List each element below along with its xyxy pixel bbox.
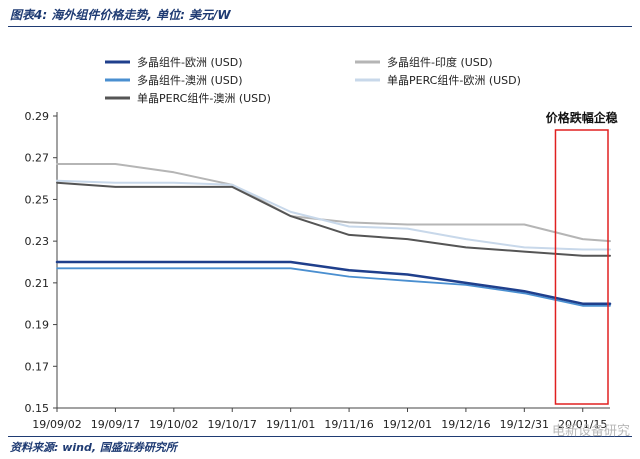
axes: 0.15 0.17 0.19 0.21 0.23 0.25 0.27 0.29 19/09/02…	[25, 110, 610, 431]
series-line-5	[56, 181, 611, 257]
y-tick-label: 0.15	[25, 402, 50, 415]
annotation: 价格跌幅企稳	[546, 110, 618, 405]
series-line-3	[56, 267, 611, 307]
source-divider	[8, 436, 632, 437]
x-tick-label: 19/09/02	[32, 418, 81, 431]
y-tick-label: 0.25	[25, 193, 50, 206]
y-tick-label: 0.27	[25, 152, 50, 165]
series-line-2	[56, 163, 611, 243]
legend-label: 多晶组件-欧洲 (USD)	[137, 55, 243, 69]
x-tick-label: 19/10/17	[208, 418, 257, 431]
series-line-1	[55, 260, 612, 305]
series-lines	[55, 163, 612, 307]
y-tick-label: 0.17	[25, 360, 50, 373]
legend-label: 单晶PERC组件-澳洲 (USD)	[137, 91, 271, 105]
x-tick-label: 19/12/01	[383, 418, 432, 431]
x-tick-label: 19/09/17	[91, 418, 140, 431]
x-tick-label: 19/12/16	[441, 418, 490, 431]
source-note: 资料来源: wind, 国盛证券研究所	[10, 441, 177, 454]
annotation-box	[554, 129, 609, 405]
x-tick-label: 19/11/01	[266, 418, 315, 431]
chart-title: 图表4: 海外组件价格走势, 单位: 美元/W	[10, 8, 231, 22]
series-line-4	[56, 179, 611, 251]
y-tick-label: 0.23	[25, 235, 50, 248]
annotation-label: 价格跌幅企稳	[546, 110, 618, 125]
y-tick-label: 0.29	[25, 110, 50, 123]
y-tick-label: 0.19	[25, 319, 50, 332]
x-tick-label: 19/11/16	[324, 418, 373, 431]
x-tick-label: 19/10/02	[149, 418, 198, 431]
watermark: 电新设备研究	[551, 424, 630, 439]
legend-label: 多晶组件-澳洲 (USD)	[137, 73, 243, 87]
legend: 多晶组件-欧洲 (USD) 多晶组件-印度 (USD) 多晶组件-澳洲 (USD) 单…	[105, 55, 521, 105]
legend-label: 多晶组件-印度 (USD)	[387, 55, 493, 69]
x-tick-label: 20/01/15	[558, 418, 607, 431]
y-tick-label: 0.21	[25, 277, 50, 290]
title-divider	[8, 26, 632, 27]
legend-label: 单晶PERC组件-欧洲 (USD)	[387, 73, 521, 87]
x-tick-label: 19/12/31	[500, 418, 549, 431]
